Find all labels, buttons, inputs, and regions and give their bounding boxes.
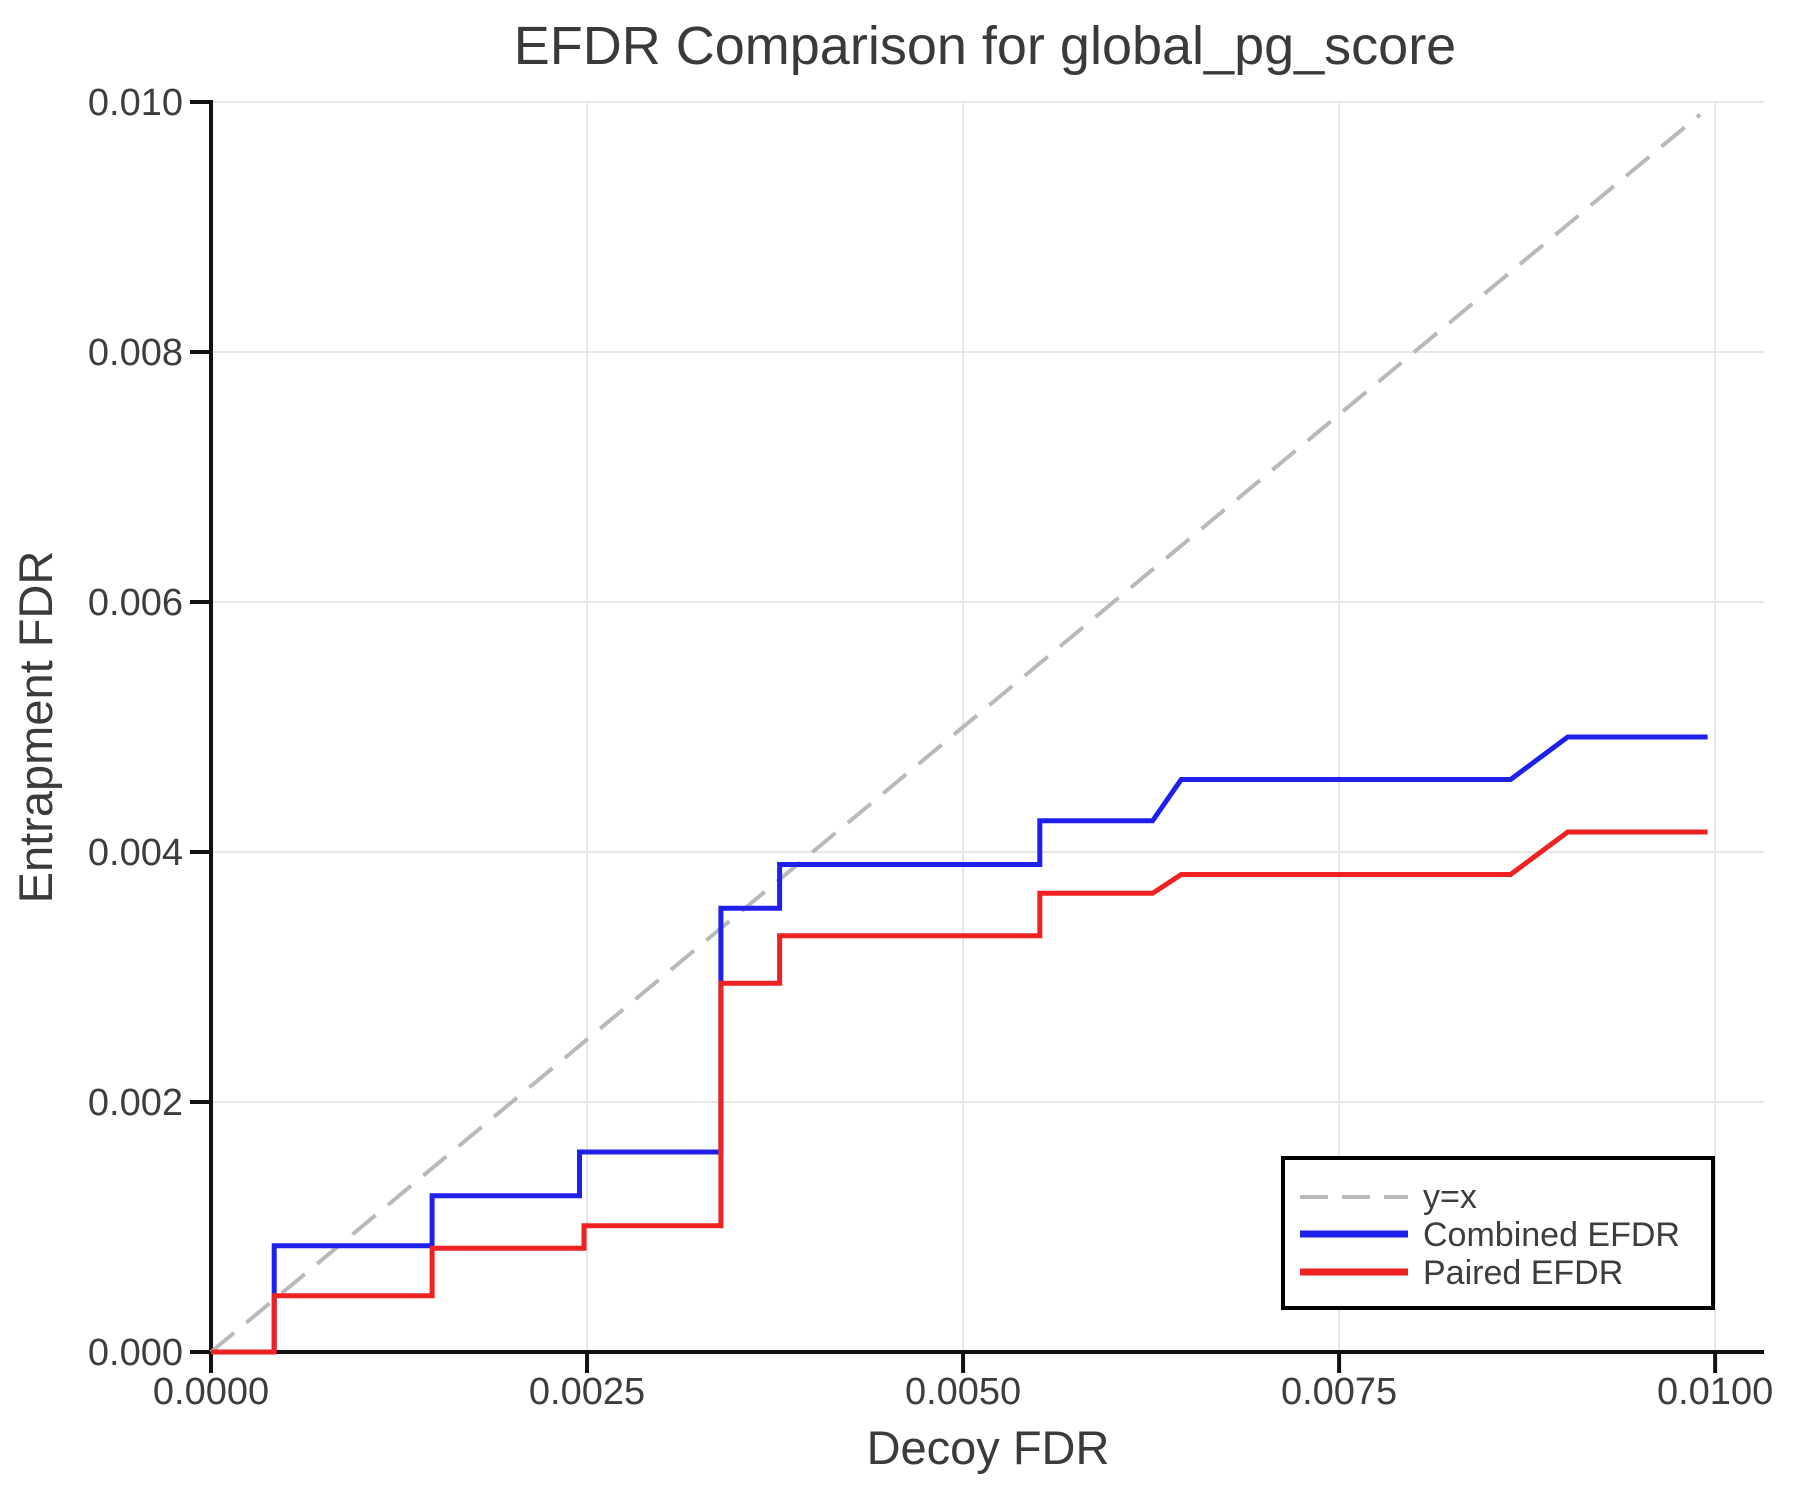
y-axis-label: Entrapment FDR bbox=[9, 551, 62, 904]
y-tick-label: 0.010 bbox=[88, 82, 183, 124]
y-tick-label: 0.008 bbox=[88, 332, 183, 374]
series-line-y-x bbox=[209, 112, 1702, 1354]
legend-label-y-equals-x: y=x bbox=[1423, 1178, 1477, 1216]
legend-label-combined-efdr: Combined EFDR bbox=[1423, 1216, 1680, 1254]
y-tick-label: 0.006 bbox=[88, 582, 183, 624]
series-line-paired-efdr bbox=[211, 829, 1708, 1355]
y-tick-label: 0.004 bbox=[88, 832, 183, 874]
x-tick-label: 0.0050 bbox=[905, 1371, 1021, 1413]
y-tick-label: 0.000 bbox=[88, 1332, 183, 1374]
x-tick-label: 0.0100 bbox=[1657, 1371, 1773, 1413]
x-tick-label: 0.0000 bbox=[153, 1371, 269, 1413]
legend: y=x Combined EFDR Paired EFDR bbox=[1281, 1156, 1715, 1310]
x-axis-label: Decoy FDR bbox=[867, 1421, 1110, 1474]
series-line-combined-efdr bbox=[211, 734, 1708, 1355]
chart-title: EFDR Comparison for global_pg_score bbox=[514, 16, 1456, 76]
legend-label-paired-efdr: Paired EFDR bbox=[1423, 1254, 1623, 1292]
axis-layer: 0.0000 0.0025 0.0050 0.0075 0.0100 0.000 0.002… bbox=[88, 82, 1773, 1413]
y-tick-label: 0.002 bbox=[88, 1082, 183, 1124]
x-tick-label: 0.0025 bbox=[529, 1371, 645, 1413]
x-tick-label: 0.0075 bbox=[1281, 1371, 1397, 1413]
grid-layer bbox=[211, 101, 1764, 1352]
series-layer bbox=[209, 112, 1708, 1355]
